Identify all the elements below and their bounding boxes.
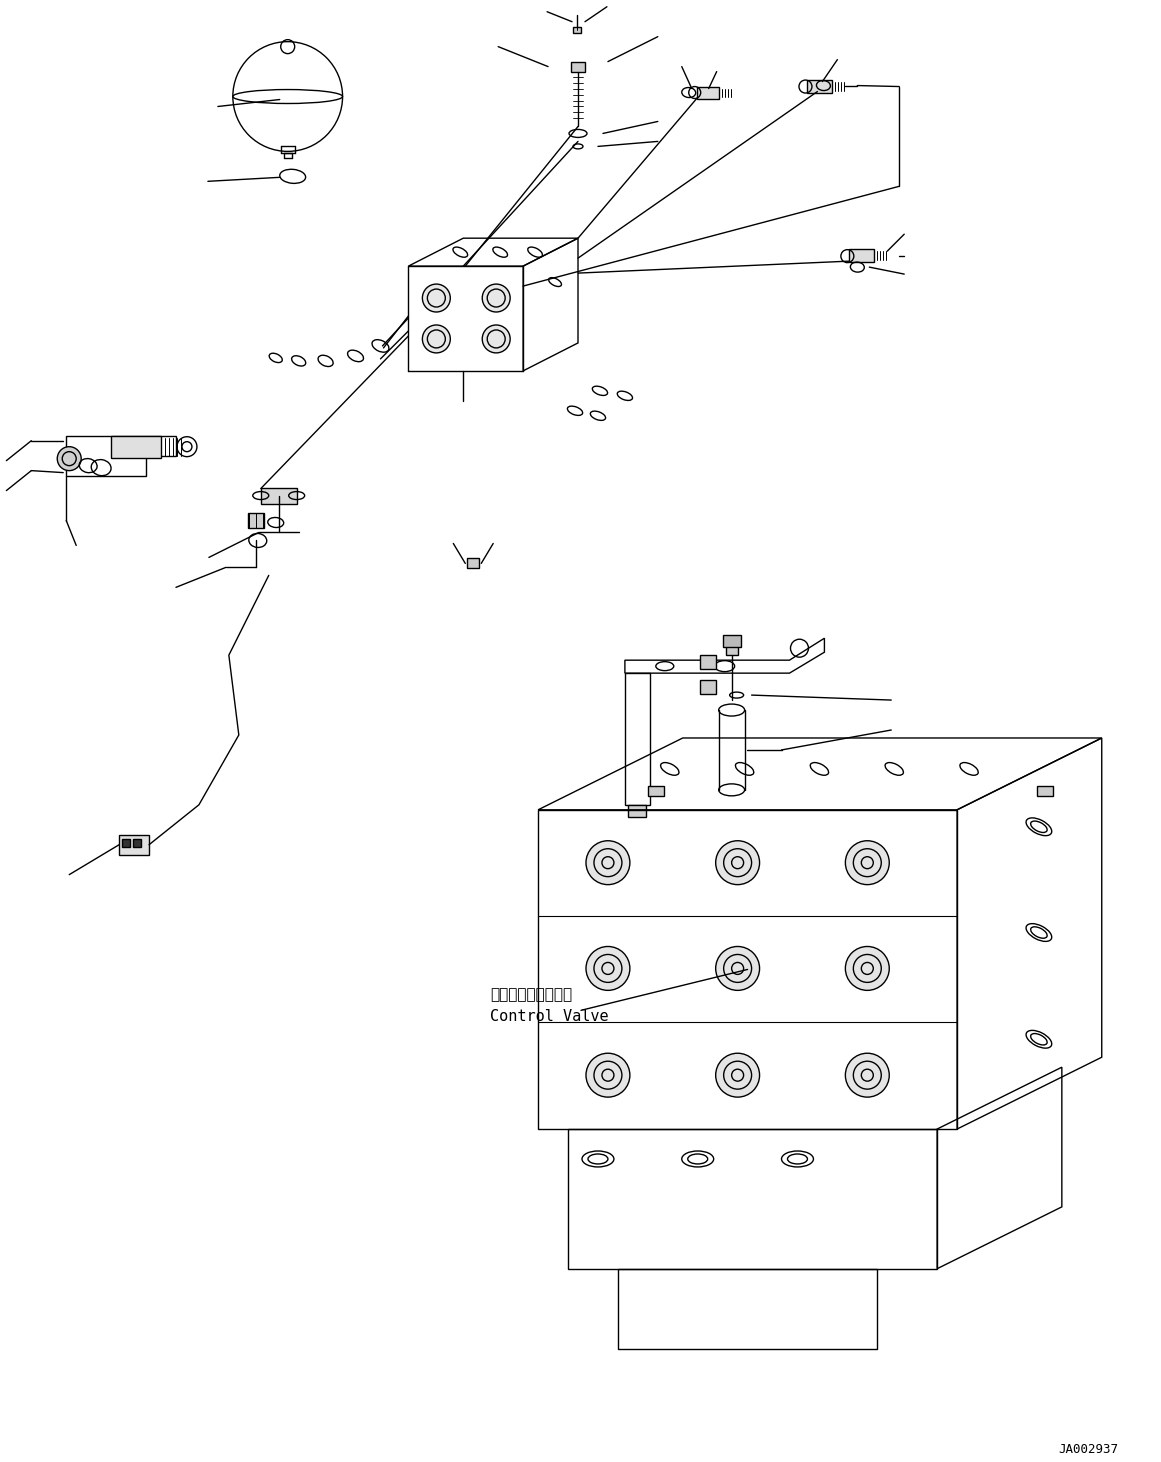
Circle shape: [57, 447, 81, 471]
Circle shape: [845, 946, 889, 990]
Circle shape: [845, 1053, 889, 1096]
Bar: [574, 26, 580, 32]
Bar: [850, 249, 874, 262]
Text: コントロールバルブ: コントロールバルブ: [490, 987, 572, 1003]
Circle shape: [423, 284, 450, 311]
Circle shape: [586, 946, 630, 990]
Bar: [571, 61, 585, 72]
Bar: [722, 635, 741, 648]
Bar: [1037, 787, 1053, 795]
Circle shape: [482, 284, 510, 311]
Bar: [726, 645, 737, 655]
Bar: [247, 513, 264, 528]
Bar: [111, 436, 161, 458]
Bar: [700, 655, 715, 670]
Circle shape: [715, 946, 759, 990]
Circle shape: [423, 325, 450, 352]
Circle shape: [845, 841, 889, 885]
Bar: [648, 787, 664, 795]
Bar: [628, 804, 646, 817]
Circle shape: [586, 1053, 630, 1096]
Circle shape: [715, 841, 759, 885]
Bar: [467, 558, 479, 569]
Bar: [134, 839, 140, 846]
Bar: [807, 79, 832, 92]
Text: JA002937: JA002937: [1059, 1443, 1119, 1456]
Circle shape: [715, 1053, 759, 1096]
Bar: [122, 839, 130, 846]
Bar: [261, 488, 297, 503]
Circle shape: [586, 841, 630, 885]
Bar: [120, 835, 149, 855]
Text: Control Valve: Control Valve: [490, 1009, 608, 1025]
Circle shape: [482, 325, 510, 352]
Bar: [697, 86, 719, 98]
Bar: [700, 680, 715, 694]
